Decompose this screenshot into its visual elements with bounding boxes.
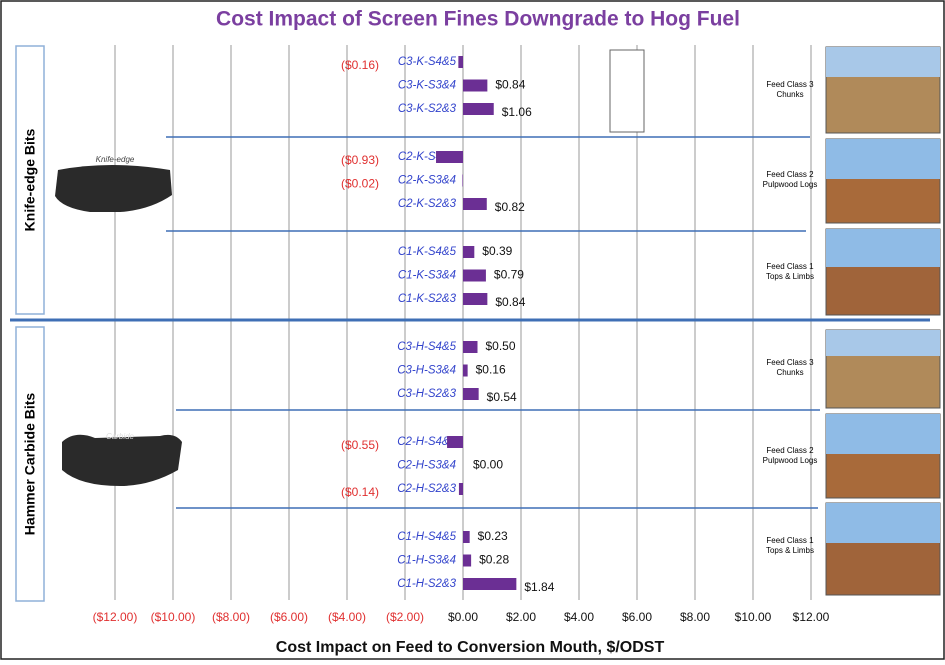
- category-label: C1-K-S3&4: [398, 270, 456, 282]
- value-label: $0.28: [479, 553, 509, 567]
- bar: [436, 151, 463, 163]
- chart-title: Cost Impact of Screen Fines Downgrade to…: [216, 8, 740, 31]
- bar: [458, 56, 463, 68]
- value-label: $0.23: [478, 529, 508, 543]
- x-tick-label: ($8.00): [212, 610, 250, 624]
- category-label: C2-H-S3&4: [397, 460, 456, 472]
- category-label: C1-H-S2&3: [397, 578, 456, 590]
- category-label: C1-H-S4&5: [397, 531, 456, 543]
- feed-kind-label: Chunks: [776, 90, 803, 99]
- x-tick-label: $12.00: [793, 610, 830, 624]
- group-label: Knife-edge Bits: [22, 128, 38, 231]
- bar: [463, 269, 486, 282]
- value-label: $0.79: [494, 268, 524, 282]
- category-label: C3-K-S4&5: [398, 56, 457, 68]
- x-tick-label: $10.00: [735, 610, 772, 624]
- bar: [463, 578, 517, 590]
- category-label: C3-K-S3&4: [398, 80, 456, 92]
- value-label: ($0.16): [341, 58, 379, 72]
- bar: [463, 198, 487, 210]
- bit-label: Knife-edge: [96, 155, 135, 164]
- x-tick-label: $2.00: [506, 610, 536, 624]
- group-label: Hammer Carbide Bits: [22, 393, 38, 536]
- bar: [463, 341, 478, 353]
- x-tick-label: ($4.00): [328, 610, 366, 624]
- x-tick-label: $4.00: [564, 610, 594, 624]
- bar: [463, 554, 472, 567]
- feed-photos: [825, 46, 941, 596]
- feed-class-label: Feed Class 1: [766, 262, 814, 271]
- bar: [458, 483, 463, 495]
- category-label: C2-H-S4&5: [397, 436, 456, 448]
- x-tick-label: ($12.00): [93, 610, 138, 624]
- feed-class-label: Feed Class 3: [766, 358, 814, 367]
- feed-kind-label: Tops & Limbs: [766, 272, 814, 281]
- category-label: C2-H-S2&3: [397, 483, 456, 495]
- bar: [463, 531, 470, 543]
- category-label: C2-K-S3&4: [398, 175, 456, 187]
- value-label: $0.82: [495, 200, 525, 214]
- category-label: C3-H-S2&3: [397, 388, 456, 400]
- value-label: $0.39: [482, 244, 512, 258]
- category-label: C1-H-S3&4: [397, 555, 456, 567]
- bar: [463, 364, 468, 377]
- value-label: $0.00: [473, 458, 503, 472]
- value-label: $1.06: [502, 105, 532, 119]
- screen-image: [609, 49, 645, 133]
- x-tick-label: $8.00: [680, 610, 710, 624]
- feed-class-label: Feed Class 3: [766, 80, 814, 89]
- bar: [463, 388, 479, 400]
- feed-kind-label: Pulpwood Logs: [763, 180, 818, 189]
- x-tick-label: $6.00: [622, 610, 652, 624]
- feed-class-label: Feed Class 1: [766, 536, 814, 545]
- feed-kind-label: Chunks: [776, 368, 803, 377]
- bit-image: [62, 434, 182, 486]
- value-label: ($0.55): [341, 438, 379, 452]
- value-label: ($0.14): [341, 485, 379, 499]
- bit-image: [55, 165, 172, 212]
- value-label: $0.16: [476, 363, 506, 377]
- feed-kind-label: Tops & Limbs: [766, 546, 814, 555]
- bar: [463, 293, 488, 305]
- value-label: ($0.93): [341, 153, 379, 167]
- x-tick-label: ($2.00): [386, 610, 424, 624]
- bar: [463, 103, 494, 115]
- feed-kind-label: Pulpwood Logs: [763, 456, 818, 465]
- separators: [10, 136, 930, 509]
- bar: [447, 436, 463, 448]
- feed-class-label: Feed Class 2: [766, 446, 814, 455]
- category-label: C1-K-S4&5: [398, 246, 457, 258]
- value-label: ($0.02): [341, 177, 379, 191]
- category-label: C3-H-S4&5: [397, 341, 456, 353]
- bar: [463, 246, 475, 258]
- category-label: C1-K-S2&3: [398, 293, 457, 305]
- value-label: $1.84: [524, 580, 554, 594]
- bit-label: Carbide: [106, 432, 135, 441]
- value-label: $0.84: [495, 78, 525, 92]
- x-tick-label: ($6.00): [270, 610, 308, 624]
- category-label: C3-K-S2&3: [398, 103, 457, 115]
- group-box: [15, 45, 45, 315]
- value-label: $0.84: [495, 295, 525, 309]
- value-label: $0.50: [486, 339, 516, 353]
- category-label: C2-K-S2&3: [398, 198, 457, 210]
- value-label: $0.54: [487, 390, 517, 404]
- group-box: [15, 326, 45, 602]
- bar: [462, 174, 463, 187]
- feed-class-label: Feed Class 2: [766, 170, 814, 179]
- x-axis-label: Cost Impact on Feed to Conversion Mouth,…: [276, 639, 665, 656]
- bar: [463, 79, 488, 92]
- x-tick-label: $0.00: [448, 610, 478, 624]
- x-tick-label: ($10.00): [151, 610, 196, 624]
- category-label: C3-H-S3&4: [397, 365, 456, 377]
